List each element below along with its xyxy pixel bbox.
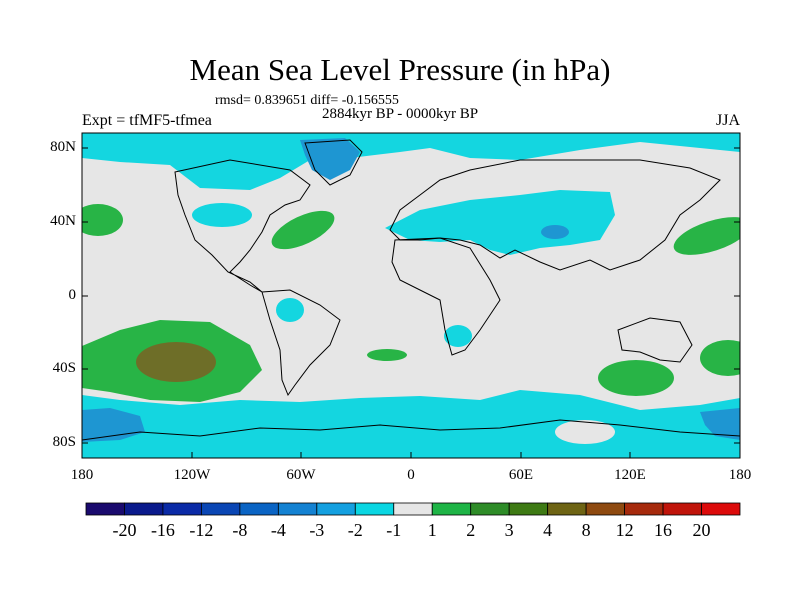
- colorbar-label: -4: [270, 520, 286, 540]
- colorbar-label: 12: [615, 520, 634, 540]
- lat-label-80s: 80S: [52, 434, 76, 450]
- colorbar-label: -8: [232, 520, 248, 540]
- lon-label-60e: 60E: [508, 467, 534, 483]
- asia-deep-low: [541, 225, 569, 239]
- colorbar-swatch: [124, 502, 164, 516]
- colorbar-swatch: [585, 502, 625, 516]
- experiment-label: Expt = tfMF5-tfmea: [82, 112, 212, 129]
- australia-coast: [617, 317, 693, 363]
- colorbar-label: 20: [692, 520, 711, 540]
- colorbar-swatch: [277, 502, 318, 516]
- lon-label-120w: 120W: [173, 467, 211, 483]
- colorbar-label: 3: [504, 520, 514, 540]
- colorbar-swatch: [393, 502, 433, 516]
- colorbar-swatch: [354, 502, 395, 516]
- colorbar-swatch: [624, 502, 664, 516]
- colorbar-label: -1: [386, 520, 402, 540]
- lat-label-40s: 40S: [52, 360, 76, 376]
- indian-high-small: [367, 349, 407, 361]
- colorbar-label: -20: [112, 520, 137, 540]
- colorbar-swatch: [508, 502, 549, 516]
- colorbar-swatch: [470, 502, 510, 516]
- pressure-field: [82, 133, 740, 458]
- south-america-coast: [261, 289, 341, 397]
- lat-label-40n: 40N: [50, 213, 76, 229]
- pacific-high-east: [673, 217, 740, 255]
- colorbar-swatch: [701, 502, 741, 516]
- greenland-coast: [304, 139, 363, 186]
- colorbar-label: -16: [150, 520, 175, 540]
- antarctic-deep-low-east: [700, 408, 740, 440]
- lon-label-120e: 120E: [614, 467, 646, 483]
- colorbar: [85, 502, 741, 516]
- africa-coast: [391, 237, 501, 356]
- colorbar-swatch: [162, 502, 202, 516]
- colorbar-swatch: [201, 502, 241, 516]
- colorbar-label: 2: [466, 520, 476, 540]
- antarctic-neutral-patch: [555, 420, 615, 444]
- colorbar-swatch: [547, 502, 587, 516]
- colorbar-swatch: [239, 502, 279, 516]
- colorbar-label: 4: [543, 520, 553, 540]
- lon-label-60w: 60W: [286, 467, 316, 483]
- map-title: Mean Sea Level Pressure (in hPa): [189, 52, 611, 87]
- tasman-high: [700, 340, 740, 376]
- colorbar-label: 8: [581, 520, 591, 540]
- colorbar-label: -3: [309, 520, 325, 540]
- equatorial-low: [276, 298, 304, 322]
- lon-label-0: 0: [407, 467, 415, 483]
- pacific-high-west: [82, 204, 123, 236]
- colorbar-swatch: [85, 502, 125, 516]
- colorbar-label: -12: [189, 520, 214, 540]
- colorbar-swatch: [431, 502, 472, 516]
- stats-text: rmsd= 0.839651 diff= -0.156555: [215, 93, 399, 108]
- colorbar-label: -2: [347, 520, 363, 540]
- axis-ticks: [82, 147, 740, 458]
- eurasia-coast: [389, 159, 721, 271]
- coastlines: [82, 139, 740, 441]
- colorbar-swatch: [316, 502, 356, 516]
- period-text: 2884kyr BP - 0000kyr BP: [321, 106, 479, 122]
- lon-label-180w: 180: [70, 467, 94, 483]
- season-label: JJA: [716, 112, 741, 129]
- atlantic-low: [192, 203, 252, 227]
- lat-label-80n: 80N: [50, 139, 76, 155]
- colorbar-label: 1: [427, 520, 437, 540]
- lat-label-eq: 0: [68, 287, 77, 303]
- atlantic-high: [271, 210, 335, 250]
- colorbar-swatch: [662, 502, 702, 516]
- north-america-coast: [174, 159, 311, 293]
- lon-label-180e: 180: [728, 467, 752, 483]
- antarctica-coast: [82, 419, 740, 441]
- south-pacific-high-core: [136, 342, 216, 382]
- africa-low: [444, 325, 472, 347]
- colorbar-label: 16: [654, 520, 673, 540]
- arctic-anomaly: [82, 133, 740, 190]
- indian-high: [598, 360, 674, 396]
